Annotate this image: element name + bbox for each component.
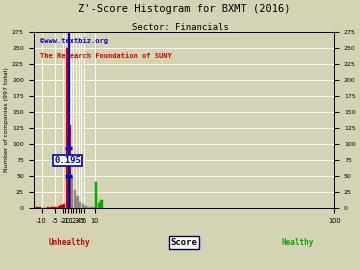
- Bar: [90, 207, 92, 208]
- Title: Z'-Score Histogram for BXMT (2016): Z'-Score Histogram for BXMT (2016): [78, 4, 290, 14]
- Bar: [33, 207, 36, 208]
- Text: The Research Foundation of SUNY: The Research Foundation of SUNY: [40, 53, 171, 59]
- Text: Sector: Financials: Sector: Financials: [132, 23, 228, 32]
- Bar: [82, 204, 84, 208]
- Text: 0.195: 0.195: [54, 156, 81, 165]
- Bar: [68, 125, 71, 208]
- Bar: [100, 200, 103, 208]
- Bar: [55, 207, 57, 208]
- Bar: [66, 48, 68, 208]
- Bar: [47, 207, 49, 208]
- Bar: [98, 203, 100, 208]
- Bar: [79, 202, 81, 208]
- Text: ©www.textbiz.org: ©www.textbiz.org: [40, 37, 108, 44]
- Bar: [95, 182, 97, 208]
- Bar: [71, 176, 73, 208]
- Bar: [50, 207, 52, 208]
- Bar: [73, 190, 76, 208]
- Text: Score: Score: [170, 238, 197, 247]
- Bar: [92, 207, 95, 208]
- Bar: [36, 207, 39, 208]
- Bar: [39, 207, 41, 208]
- Bar: [60, 205, 63, 208]
- Bar: [58, 206, 60, 208]
- Y-axis label: Number of companies (997 total): Number of companies (997 total): [4, 67, 9, 172]
- Text: Unhealthy: Unhealthy: [49, 238, 90, 247]
- Text: Healthy: Healthy: [282, 238, 314, 247]
- Bar: [87, 207, 89, 208]
- Bar: [84, 206, 87, 208]
- Bar: [76, 197, 79, 208]
- Bar: [52, 207, 55, 208]
- Bar: [63, 204, 66, 208]
